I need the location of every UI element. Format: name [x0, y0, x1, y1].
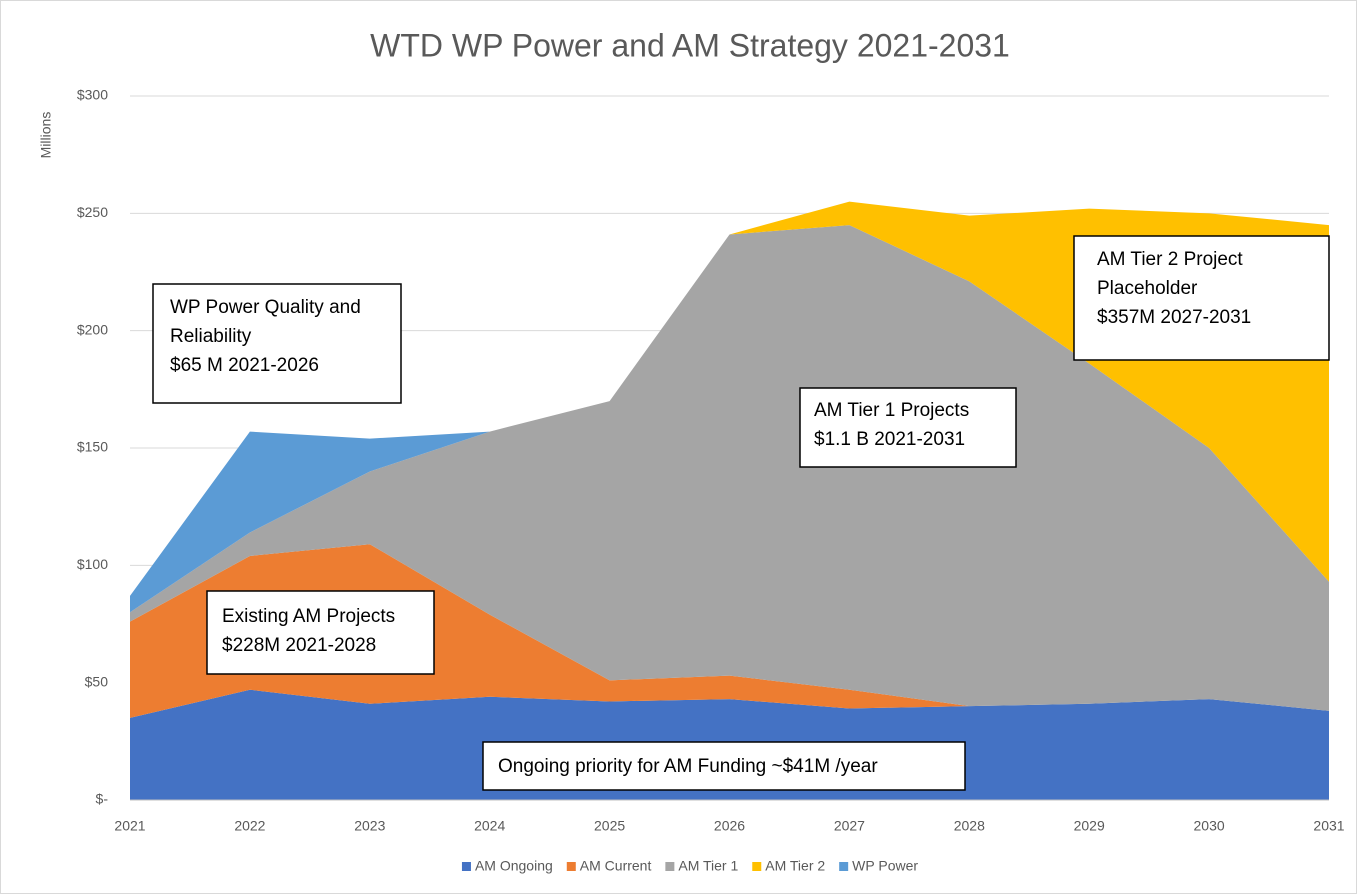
- x-tick-label: 2024: [474, 818, 505, 834]
- legend-swatch: [566, 862, 576, 871]
- annotation-box: [482, 741, 966, 791]
- annotation-text: Placeholder: [1097, 278, 1198, 299]
- y-axis-label: Millions: [38, 112, 54, 159]
- x-tick-label: 2021: [114, 818, 145, 834]
- annotation-text: WP Power Quality and: [170, 297, 361, 318]
- annotation-box: [1073, 235, 1330, 361]
- legend-label: AM Current: [580, 858, 652, 874]
- x-tick-label: 2025: [594, 818, 625, 834]
- y-tick-label: $150: [77, 439, 108, 455]
- annotation-text: $228M 2021-2028: [222, 635, 376, 656]
- area: [130, 201, 1329, 613]
- legend-label: AM Tier 2: [765, 858, 825, 874]
- annotation-text: AM Tier 1 Projects: [814, 400, 969, 421]
- annotation-text: $65 M 2021-2026: [170, 355, 319, 376]
- x-tick-label: 2027: [834, 818, 865, 834]
- annotation-box: [206, 590, 435, 675]
- legend-swatch: [461, 862, 471, 871]
- annotation-text: Ongoing priority for AM Funding ~$41M /y…: [498, 756, 878, 777]
- annotation-text: Existing AM Projects: [222, 606, 395, 627]
- y-tick-label: $300: [77, 87, 108, 103]
- y-tick-label: $250: [77, 204, 108, 220]
- legend-label: AM Tier 1: [678, 858, 738, 874]
- annotation-text: $357M 2027-2031: [1097, 307, 1251, 328]
- annotation-text: $1.1 B 2021-2031: [814, 429, 965, 450]
- legend-swatch: [752, 862, 762, 871]
- x-tick-label: 2028: [954, 818, 985, 834]
- legend-label: AM Ongoing: [475, 858, 553, 874]
- y-tick-label: $100: [77, 556, 108, 572]
- legend-swatch: [839, 862, 849, 871]
- x-tick-label: 2030: [1194, 818, 1225, 834]
- x-tick-label: 2023: [354, 818, 385, 834]
- x-tick-label: 2022: [234, 818, 265, 834]
- legend-swatch: [665, 862, 675, 871]
- annotation-box: [799, 387, 1017, 468]
- y-tick-label: $-: [96, 791, 109, 807]
- chart-title: WTD WP Power and AM Strategy 2021-2031: [370, 27, 1010, 63]
- y-tick-label: $50: [85, 673, 109, 689]
- annotation-text: AM Tier 2 Project: [1097, 249, 1243, 270]
- annotation-box: [152, 283, 402, 404]
- x-tick-label: 2031: [1313, 818, 1344, 834]
- x-tick-label: 2026: [714, 818, 745, 834]
- legend-label: WP Power: [852, 858, 918, 874]
- annotation-text: Reliability: [170, 326, 252, 347]
- y-tick-label: $200: [77, 321, 108, 337]
- x-tick-label: 2029: [1074, 818, 1105, 834]
- area: [130, 225, 1329, 711]
